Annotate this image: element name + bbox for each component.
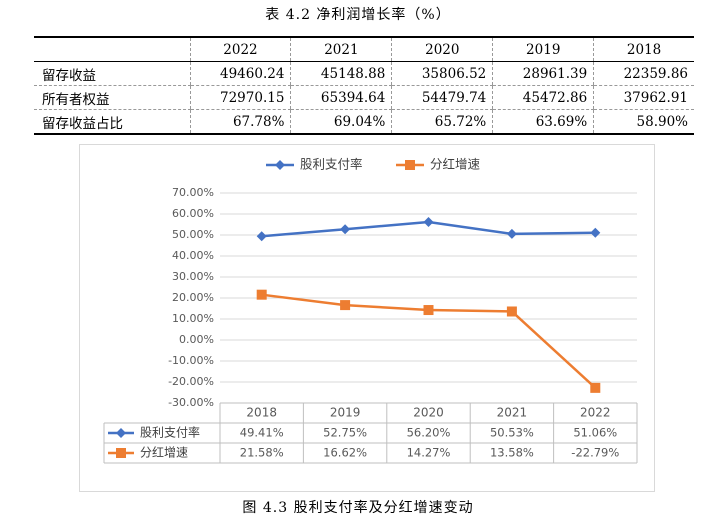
data-point [590, 227, 601, 238]
data-point [590, 382, 601, 393]
table-cell: 28961.39 [492, 61, 594, 86]
data-label: 51.06% [573, 426, 617, 440]
table-cell: 49460.24 [189, 61, 291, 86]
retained-earnings-table: 2022 2021 2020 2019 2018 留存收益 49460.24 4… [34, 36, 694, 135]
line-chart: 70.00% 60.00% 50.00% 40.00% 30.00% 20.00% 10.0… [79, 144, 655, 492]
table-cell: 54479.74 [391, 85, 493, 110]
table-cell: 69.04% [290, 109, 392, 135]
y-tick-label: 0.00% [179, 333, 214, 346]
data-label: 16.62% [323, 446, 367, 460]
data-point [423, 216, 434, 227]
table-row: 留存收益占比 67.78% 69.04% 65.72% 63.69% 58.90… [34, 109, 694, 135]
row-label: 所有者权益 [34, 85, 190, 110]
data-label: 52.75% [323, 426, 367, 440]
x-tick-label: 2018 [246, 406, 277, 420]
data-label: 21.58% [240, 446, 284, 460]
x-tick-label: 2022 [580, 406, 611, 420]
y-tick-label: 50.00% [172, 228, 214, 241]
data-label: 56.20% [407, 426, 451, 440]
y-tick-label: 40.00% [172, 249, 214, 262]
data-point [340, 300, 351, 311]
table-row: 留存收益 49460.24 45148.88 35806.52 28961.39… [34, 61, 694, 86]
table-caption: 表 4.2 净利润增长率（%） [265, 7, 451, 23]
data-table-key-marker [116, 428, 126, 438]
chart-svg: 70.00% 60.00% 50.00% 40.00% 30.00% 20.00% 10.0… [103, 157, 638, 464]
legend-label: 股利支付率 [300, 157, 363, 172]
data-label: 50.53% [490, 426, 534, 440]
table-cell: 63.69% [492, 109, 594, 135]
table-cell: 35806.52 [391, 61, 493, 86]
data-point [340, 224, 351, 235]
table-cell: 67.78% [189, 109, 291, 135]
data-table-series-label: 股利支付率 [140, 425, 200, 440]
data-point [256, 289, 267, 300]
legend-marker [405, 160, 415, 170]
table-cell: 37962.91 [593, 85, 694, 110]
y-tick-label: -20.00% [168, 375, 214, 388]
table-cell: 65394.64 [290, 85, 392, 110]
legend-marker [275, 160, 285, 170]
data-label: 49.41% [240, 426, 284, 440]
y-tick-label: 30.00% [172, 270, 214, 283]
table-cell: 58.90% [593, 109, 694, 135]
y-tick-label: 20.00% [172, 291, 214, 304]
table-header-row: 2022 2021 2020 2019 2018 [34, 36, 694, 62]
data-label: 13.58% [490, 446, 534, 460]
data-table-key-marker [116, 448, 126, 458]
row-label: 留存收益 [34, 61, 190, 86]
table-header-cell [34, 36, 190, 62]
table-header-cell: 2021 [290, 36, 392, 62]
data-table-series-label: 分红增速 [140, 445, 188, 460]
table-cell: 65.72% [391, 109, 493, 135]
data-point [256, 231, 267, 242]
y-tick-label: -30.00% [168, 396, 214, 409]
table-cell: 72970.15 [189, 85, 291, 110]
y-tick-label: -10.00% [168, 354, 214, 367]
x-tick-label: 2019 [330, 406, 361, 420]
table-row: 所有者权益 72970.15 65394.64 54479.74 45472.8… [34, 85, 694, 110]
data-label: 14.27% [407, 446, 451, 460]
row-label: 留存收益占比 [34, 109, 190, 135]
data-point [506, 306, 517, 317]
table-cell: 45148.88 [290, 61, 392, 86]
x-tick-label: 2020 [413, 406, 444, 420]
table-header-cell: 2019 [492, 36, 594, 62]
table-header-cell: 2020 [391, 36, 493, 62]
data-point [423, 305, 434, 316]
y-tick-label: 70.00% [172, 186, 214, 199]
legend-label: 分红增速 [430, 157, 481, 172]
table-cell: 45472.86 [492, 85, 594, 110]
data-label: -22.79% [571, 446, 619, 460]
table-cell: 22359.86 [593, 61, 694, 86]
y-tick-label: 10.00% [172, 312, 214, 325]
x-tick-label: 2021 [497, 406, 528, 420]
table-header-cell: 2022 [189, 36, 291, 62]
y-tick-label: 60.00% [172, 207, 214, 220]
data-point [506, 228, 517, 239]
figure-caption: 图 4.3 股利支付率及分红增速变动 [242, 500, 474, 516]
table-header-cell: 2018 [593, 36, 694, 62]
